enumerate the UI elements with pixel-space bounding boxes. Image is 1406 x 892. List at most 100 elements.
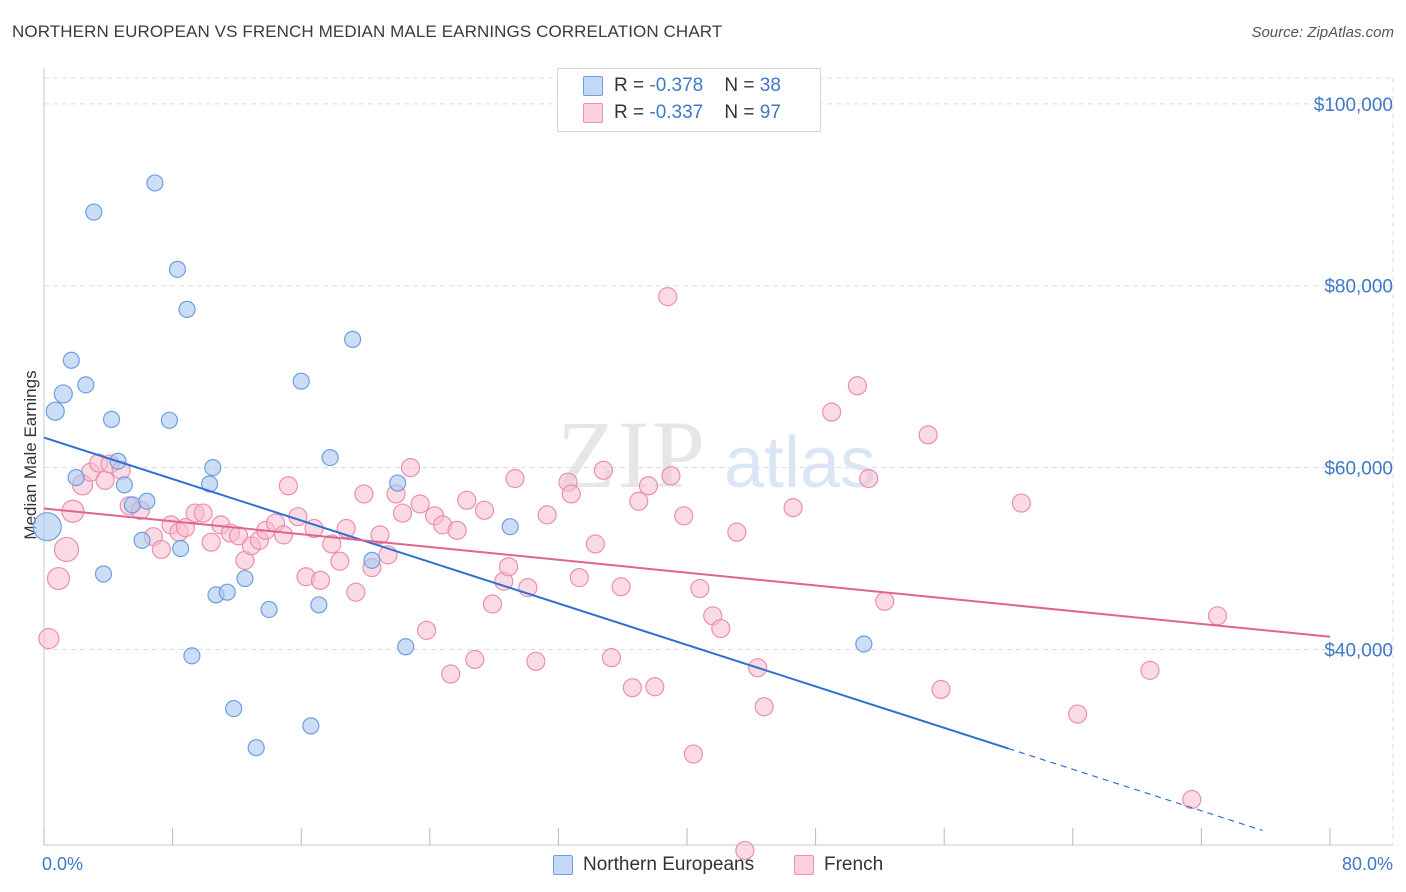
data-point-northern-european bbox=[160, 411, 178, 429]
data-point-northern-european bbox=[115, 476, 133, 494]
data-point-french bbox=[783, 498, 803, 518]
data-point-french bbox=[322, 534, 342, 554]
x-tick-label-min: 0.0% bbox=[42, 854, 83, 874]
data-point-french bbox=[354, 484, 374, 504]
data-point-northern-european bbox=[204, 458, 222, 477]
data-point-french bbox=[674, 506, 694, 526]
trend-line-northern-europeans-extension bbox=[1008, 748, 1263, 832]
data-point-northern-european bbox=[77, 376, 95, 394]
axes bbox=[43, 68, 1393, 846]
data-point-northern-european bbox=[292, 372, 310, 390]
legend-swatch-blue bbox=[583, 76, 603, 96]
data-point-northern-european bbox=[67, 468, 85, 487]
legend-text: R = -0.378 N = 38 bbox=[614, 75, 781, 97]
data-point-french bbox=[629, 491, 649, 511]
legend-label: French bbox=[824, 854, 884, 875]
r-label: R = bbox=[614, 75, 650, 96]
data-point-northern-european bbox=[310, 596, 328, 614]
data-point-french bbox=[151, 539, 171, 560]
data-point-northern-european bbox=[32, 512, 62, 542]
series-legend-item-french[interactable]: French bbox=[794, 852, 883, 878]
data-point-northern-european bbox=[102, 410, 121, 428]
data-point-french bbox=[330, 551, 350, 571]
y-tick-label: $60,000 bbox=[1324, 459, 1393, 480]
chart-title: NORTHERN EUROPEAN VS FRENCH MEDIAN MALE … bbox=[12, 22, 723, 41]
data-point-french bbox=[875, 591, 895, 611]
data-point-french bbox=[569, 568, 589, 588]
data-point-northern-european bbox=[85, 203, 103, 221]
n-label: N = bbox=[724, 75, 760, 96]
zipatlas-watermark: ZIP atlas bbox=[557, 401, 876, 508]
y-tick-label: $80,000 bbox=[1324, 277, 1393, 298]
data-point-french bbox=[392, 503, 413, 523]
data-point-french bbox=[370, 525, 390, 545]
n-label: N = bbox=[724, 102, 760, 123]
data-point-french bbox=[400, 457, 421, 478]
data-point-northern-european bbox=[260, 600, 278, 619]
data-point-northern-european bbox=[225, 699, 243, 718]
data-point-french bbox=[441, 664, 461, 684]
data-point-french bbox=[611, 577, 631, 597]
data-point-french bbox=[638, 476, 659, 496]
data-point-french bbox=[683, 744, 704, 764]
data-point-french bbox=[228, 526, 249, 546]
data-point-french bbox=[561, 484, 581, 504]
data-point-northern-european bbox=[501, 518, 519, 536]
trend-line-northern-europeans bbox=[43, 436, 1009, 750]
data-point-french bbox=[465, 649, 485, 670]
r-value: -0.337 bbox=[649, 102, 704, 123]
data-point-french bbox=[537, 505, 557, 525]
data-point-french bbox=[38, 627, 60, 650]
legend-swatch-blue bbox=[553, 855, 573, 875]
data-point-northern-european bbox=[183, 647, 201, 665]
french-points bbox=[38, 287, 1228, 861]
r-label: R = bbox=[614, 102, 650, 123]
gridlines bbox=[44, 77, 1394, 845]
r-value: -0.378 bbox=[649, 75, 704, 96]
data-point-northern-european bbox=[397, 638, 415, 656]
data-point-french bbox=[46, 566, 71, 591]
data-point-northern-european bbox=[94, 565, 113, 583]
data-point-northern-european bbox=[236, 569, 254, 588]
data-point-northern-european bbox=[45, 401, 65, 421]
tick-labels: $40,000 $60,000 $80,000 $100,000 0.0% 80.0% bbox=[42, 95, 1393, 874]
data-point-french bbox=[593, 460, 614, 480]
data-point-french bbox=[474, 500, 495, 520]
data-point-french bbox=[645, 677, 665, 697]
data-point-french bbox=[201, 532, 221, 552]
n-value: 38 bbox=[759, 75, 781, 96]
data-point-northern-european bbox=[363, 551, 381, 569]
data-point-northern-european bbox=[168, 260, 187, 278]
data-point-french bbox=[193, 503, 213, 523]
data-point-french bbox=[1182, 789, 1202, 810]
data-point-northern-european bbox=[247, 739, 265, 757]
data-point-french bbox=[447, 520, 467, 540]
x-tick-label-max: 80.0% bbox=[1342, 854, 1393, 874]
data-point-french bbox=[754, 697, 774, 717]
data-point-northern-european bbox=[321, 448, 339, 467]
watermark-atlas: atlas bbox=[724, 423, 876, 503]
data-point-french bbox=[457, 490, 477, 510]
northern-europeans-points bbox=[32, 174, 873, 757]
data-point-northern-european bbox=[146, 174, 164, 192]
data-point-french bbox=[727, 522, 747, 542]
series-legend-item-northern-europeans[interactable]: Northern Europeans bbox=[553, 852, 754, 878]
data-point-french bbox=[1207, 606, 1228, 626]
data-point-french bbox=[735, 840, 755, 861]
source-label: Source: ZipAtlas.com bbox=[1251, 24, 1394, 41]
data-point-french bbox=[410, 494, 430, 514]
data-point-french bbox=[585, 534, 605, 554]
data-point-french bbox=[661, 466, 681, 486]
data-point-northern-european bbox=[138, 492, 156, 510]
data-point-french bbox=[859, 468, 879, 489]
legend-swatch-pink bbox=[794, 855, 814, 875]
data-point-french bbox=[482, 594, 503, 614]
data-point-french bbox=[601, 648, 622, 668]
n-value: 97 bbox=[759, 102, 781, 123]
data-point-northern-european bbox=[62, 351, 80, 369]
data-point-french bbox=[310, 570, 331, 590]
legend-swatch-pink bbox=[583, 103, 603, 123]
data-point-french bbox=[273, 525, 294, 545]
data-point-french bbox=[505, 468, 525, 489]
